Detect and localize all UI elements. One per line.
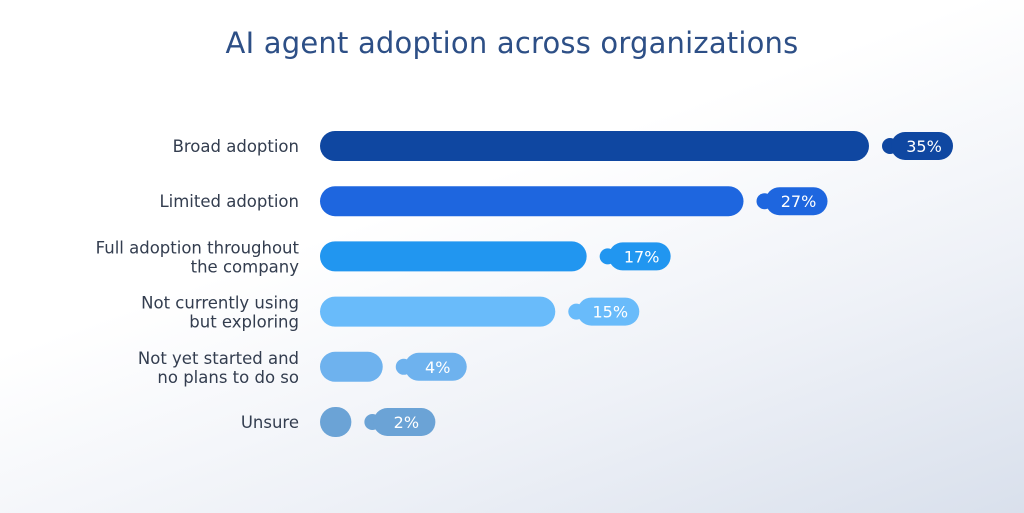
category-label: Limited adoption [159,192,299,211]
chart-title: AI agent adoption across organizations [225,26,799,60]
bar [320,351,383,382]
category-label: Not yet started and no plans to do so [138,349,299,387]
value-badge [577,297,640,326]
value-badge [765,187,828,216]
value-label: 35% [906,137,942,156]
value-label: 15% [593,303,629,322]
category-label: Full adoption throughout the company [96,238,300,276]
value-label: 27% [781,192,817,211]
bar [320,131,869,161]
bar [320,241,587,272]
value-label: 4% [425,358,450,377]
value-label: 17% [624,247,660,266]
value-badge [891,132,953,160]
category-label: Unsure [241,413,299,432]
bar [320,296,556,327]
category-label: Not currently using but exploring [141,294,299,332]
bar [320,407,352,437]
value-badge [373,408,436,436]
value-badge [608,242,671,271]
value-label: 2% [394,413,419,432]
value-badge [404,352,467,381]
bar [320,186,744,217]
category-label: Broad adoption [173,137,299,156]
